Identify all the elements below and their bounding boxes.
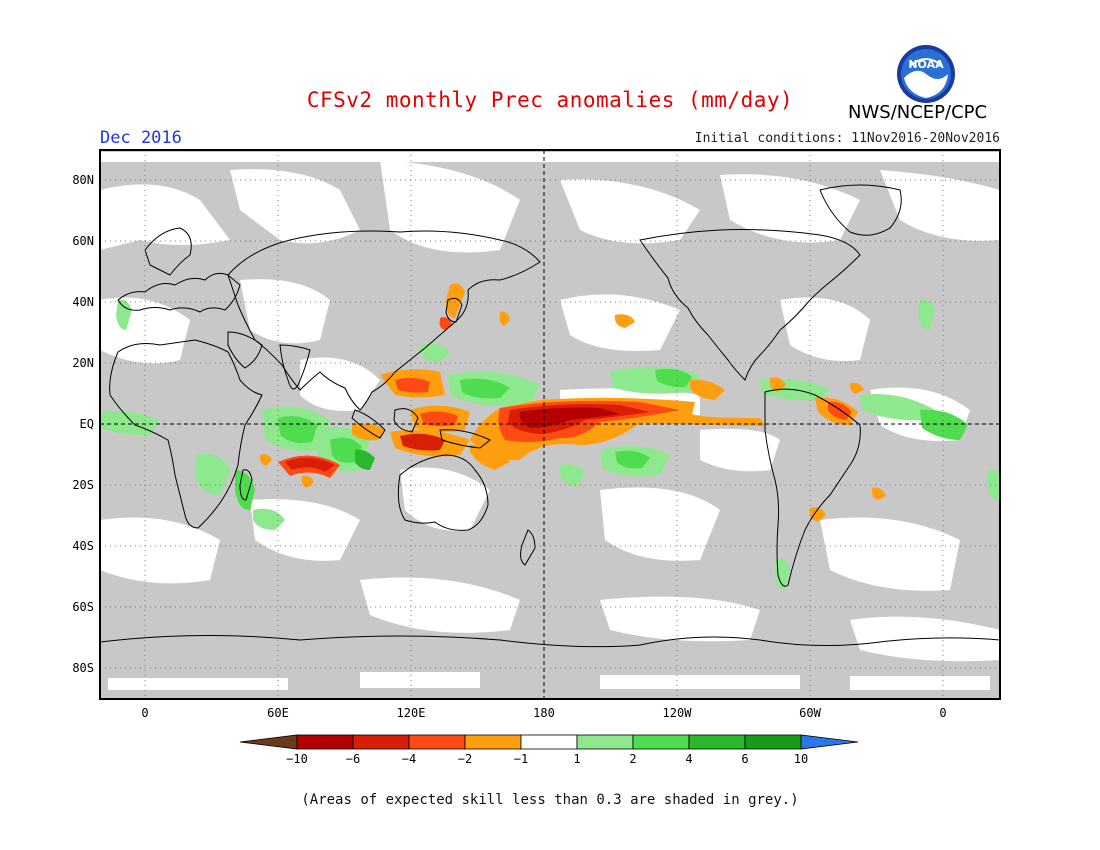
lon-label: 0 xyxy=(939,706,946,720)
lat-label: EQ xyxy=(80,417,94,431)
lon-label: 60E xyxy=(267,706,289,720)
lat-label: 80S xyxy=(72,661,94,675)
colorbar-low-arrow xyxy=(239,734,298,750)
colorbar-label: 4 xyxy=(685,752,692,766)
colorbar-box xyxy=(408,734,466,750)
lat-label: 40S xyxy=(72,539,94,553)
colorbar-label: −1 xyxy=(514,752,528,766)
japan-outline xyxy=(445,297,463,323)
colorbar-label: −6 xyxy=(346,752,360,766)
colorbar-label: 2 xyxy=(629,752,636,766)
skillful-area-patches xyxy=(100,152,1000,690)
colorbar-box xyxy=(744,734,802,750)
africa-outline xyxy=(109,339,263,529)
colorbar-box xyxy=(352,734,410,750)
india-outline xyxy=(279,344,311,390)
lat-label: 20S xyxy=(72,478,94,492)
coastlines xyxy=(100,184,1000,648)
colorbar-boxes xyxy=(296,734,802,750)
map-frame xyxy=(99,149,1001,700)
colorbar-high-arrow xyxy=(800,734,859,750)
australia-outline xyxy=(397,454,489,531)
scandinavia-outline xyxy=(144,227,192,276)
colorbar-label: 1 xyxy=(573,752,580,766)
lat-label: 20N xyxy=(72,356,94,370)
colorbar-labels: −10 −6 −4 −2 −1 1 2 4 6 10 xyxy=(286,752,808,766)
colorbar-box xyxy=(296,734,354,750)
north-america-outline xyxy=(639,229,861,381)
colorbar-label: −2 xyxy=(458,752,472,766)
colorbar-box xyxy=(464,734,522,750)
skill-note: (Areas of expected skill less than 0.3 a… xyxy=(301,792,799,808)
lon-label: 120W xyxy=(663,706,693,720)
colorbar-label: 6 xyxy=(741,752,748,766)
madagascar-outline xyxy=(239,469,253,501)
lon-label: 180 xyxy=(533,706,555,720)
shading-layer xyxy=(100,152,1000,690)
anomaly-map: 80N 60N 40N 20N EQ 20S 40S 60S 80S 0 60E… xyxy=(72,149,1001,766)
sumatra-outline xyxy=(351,409,386,439)
forecast-month: Dec 2016 xyxy=(100,128,182,148)
colorbar-label: −4 xyxy=(402,752,416,766)
lat-label: 40N xyxy=(72,295,94,309)
colorbar-box xyxy=(576,734,634,750)
gridlines xyxy=(100,150,1000,699)
initial-conditions: Initial conditions: 11Nov2016-20Nov2016 xyxy=(694,131,1000,146)
lon-label: 60W xyxy=(799,706,821,720)
colorbar-box xyxy=(520,734,578,750)
latitude-labels: 80N 60N 40N 20N EQ 20S 40S 60S 80S xyxy=(72,173,94,675)
lat-label: 80N xyxy=(72,173,94,187)
lat-label: 60S xyxy=(72,600,94,614)
colorbar: −10 −6 −4 −2 −1 1 2 4 6 10 xyxy=(239,734,859,766)
new-guinea-outline xyxy=(439,429,491,449)
lon-label: 120E xyxy=(397,706,426,720)
lon-label: 0 xyxy=(141,706,148,720)
agency-label: NWS/NCEP/CPC xyxy=(848,102,988,123)
colorbar-label: 10 xyxy=(794,752,808,766)
south-america-outline xyxy=(764,388,861,587)
asia-outline xyxy=(227,230,541,411)
lat-label: 60N xyxy=(72,234,94,248)
greenland-outline xyxy=(819,184,902,236)
antarctica-outline xyxy=(100,634,1000,648)
new-zealand-outline xyxy=(520,529,536,566)
logo-text: NOAA xyxy=(908,58,944,71)
noaa-logo-icon: NOAA xyxy=(897,45,955,103)
arabia-outline xyxy=(227,331,263,369)
colorbar-label: −10 xyxy=(286,752,308,766)
chart-title: CFSv2 monthly Prec anomalies (mm/day) xyxy=(306,88,794,112)
longitude-labels: 0 60E 120E 180 120W 60W 0 xyxy=(141,706,946,720)
colorbar-box xyxy=(632,734,690,750)
colorbar-box xyxy=(688,734,746,750)
